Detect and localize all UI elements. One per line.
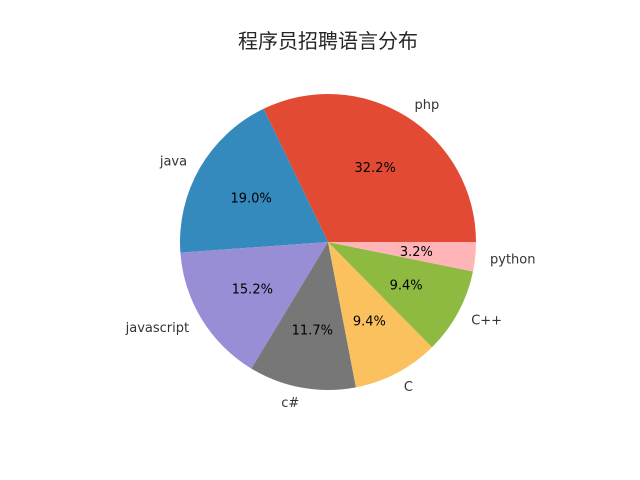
slice-labels: php java javascript c# C C++ python: [125, 98, 536, 411]
pie-slice-csharp: [251, 242, 356, 391]
slice-label: c#: [281, 396, 299, 411]
slice-label: C++: [471, 314, 502, 329]
pie-slice-java: [180, 108, 328, 253]
slice-percent-label: 32.2%: [355, 161, 396, 176]
slice-label: php: [415, 98, 440, 113]
slice-percent-label: 9.4%: [353, 315, 386, 330]
pie-slice-javascript: [180, 242, 328, 369]
slice-label: C: [404, 380, 413, 395]
slice-label: javascript: [125, 321, 189, 336]
pie-slice-c: [328, 242, 433, 388]
percent-labels: 32.2% 19.0% 15.2% 11.7% 9.4% 9.4% 3.2%: [230, 161, 432, 339]
slice-percent-label: 9.4%: [390, 278, 423, 293]
pie-slice-python: [328, 242, 476, 272]
chart-title: 程序员招聘语言分布: [238, 29, 418, 53]
slice-label: java: [159, 155, 187, 170]
slice-percent-label: 15.2%: [232, 282, 273, 297]
slice-percent-label: 19.0%: [230, 192, 271, 207]
pie-slices: [180, 94, 476, 391]
slice-percent-label: 3.2%: [400, 245, 433, 260]
pie-slice-php: [263, 94, 476, 243]
pie-slice-csharp: [328, 242, 474, 348]
slice-label: python: [490, 252, 535, 267]
slice-percent-label: 11.7%: [292, 323, 333, 338]
